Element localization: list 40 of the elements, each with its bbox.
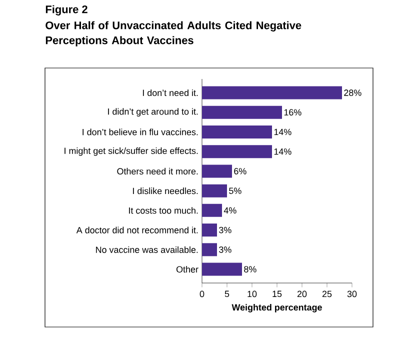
x-axis-title: Weighted percentage [232, 304, 322, 312]
data-label: 3% [219, 226, 232, 234]
data-label: 3% [219, 246, 232, 253]
bar [202, 125, 272, 138]
data-label: 28% [344, 90, 362, 96]
y-tick-label: I dislike needles. [133, 188, 198, 194]
data-label: 14% [274, 148, 292, 155]
data-label: 14% [274, 128, 292, 136]
y-tick-label: I don’t believe in flu vaccines. [82, 128, 198, 136]
data-label: 4% [224, 207, 236, 214]
x-tick-label: 30 [347, 290, 357, 298]
x-tick-label: 25 [322, 290, 332, 298]
data-label: 16% [284, 109, 302, 116]
chart-subtitle: Over Half of Unvaccinated Adults Cited Negative Perceptions About Vaccines [46, 21, 302, 46]
y-tick-label: No vaccine was available. [96, 246, 198, 253]
x-tick-label: 5 [224, 290, 230, 298]
bar [202, 243, 217, 256]
x-tick-label: 10 [248, 290, 257, 298]
x-tick-label: 15 [272, 290, 282, 298]
bar [202, 224, 217, 237]
bar [202, 204, 222, 217]
y-tick-label: A doctor did not recommend it. [76, 226, 198, 234]
bar [202, 164, 232, 178]
bar [202, 145, 272, 158]
bar [202, 184, 227, 198]
data-label: 6% [234, 168, 246, 174]
bar [202, 262, 242, 276]
bar [202, 106, 282, 119]
x-tick-label: 20 [297, 290, 307, 298]
x-tick-label: 0 [200, 290, 204, 298]
y-tick-label: I didn’t get around to it. [108, 108, 198, 117]
data-label: 5% [229, 188, 242, 194]
y-tick-label: It costs too much. [129, 207, 198, 214]
y-tick-label: Other [176, 266, 198, 273]
text: Figure 2 [46, 5, 88, 16]
y-tick-label: Others need it more. [117, 168, 198, 174]
y-tick-label: I don’t need it. [142, 89, 198, 96]
y-tick-label: I might get sick/suffer side effects. [64, 147, 198, 156]
bar [202, 86, 342, 100]
data-label: 8% [244, 266, 256, 272]
